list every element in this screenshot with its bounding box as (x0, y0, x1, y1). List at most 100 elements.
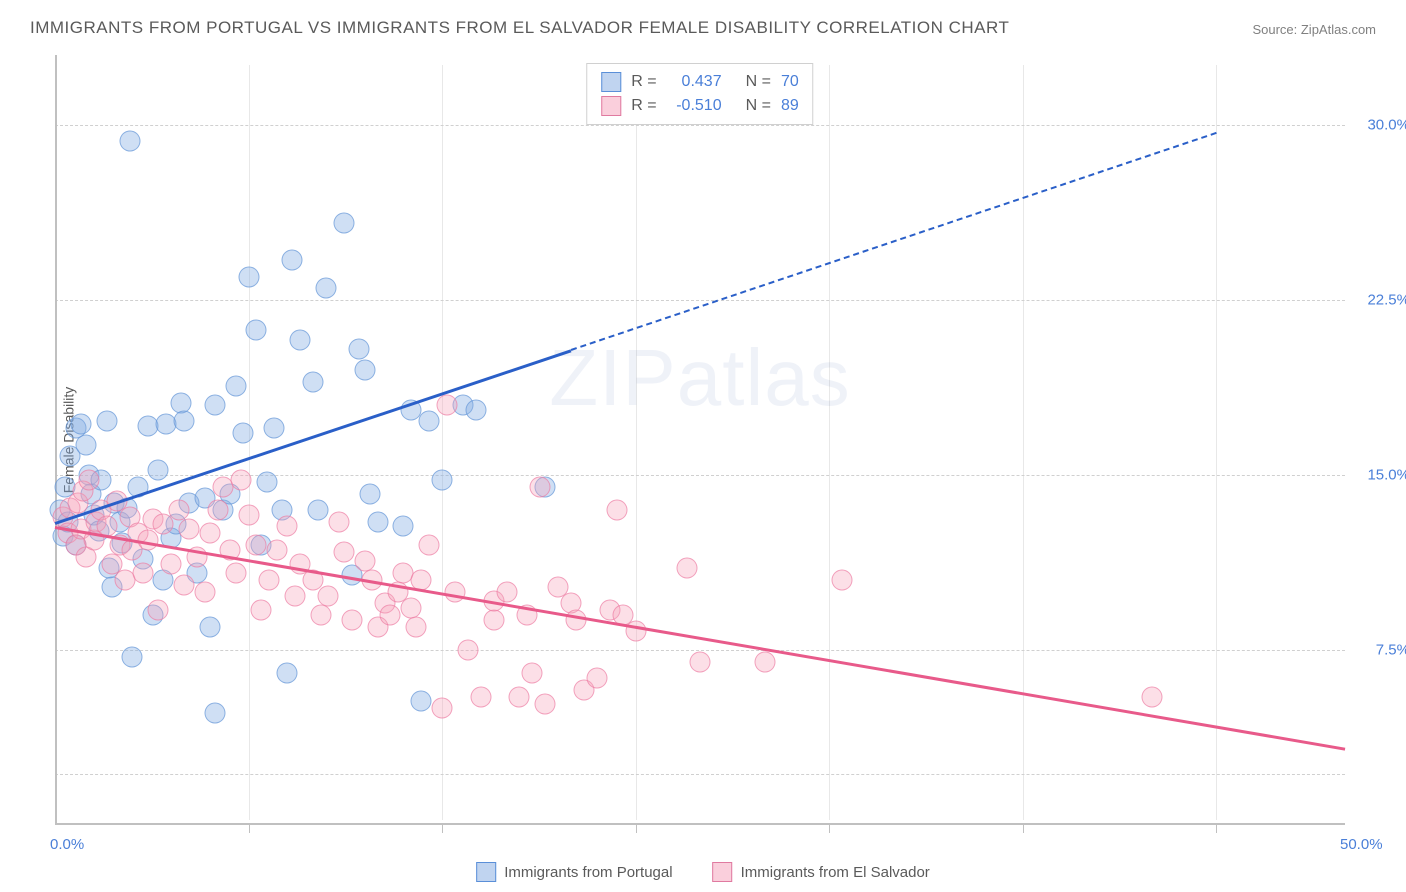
data-point-pink (406, 616, 427, 637)
data-point-blue (256, 472, 277, 493)
data-point-pink (432, 698, 453, 719)
data-point-pink (259, 570, 280, 591)
gridline-v (1216, 65, 1217, 820)
data-point-blue (119, 131, 140, 152)
data-point-pink (148, 600, 169, 621)
legend-label-portugal: Immigrants from Portugal (504, 864, 672, 881)
gridline-v (636, 65, 637, 820)
data-point-blue (204, 395, 225, 416)
data-point-blue (419, 411, 440, 432)
n-value-portugal: 70 (781, 70, 799, 94)
x-tick-mark (1216, 825, 1217, 833)
gridline-v (1023, 65, 1024, 820)
data-point-blue (349, 339, 370, 360)
r-value-portugal: 0.437 (667, 70, 722, 94)
data-point-pink (677, 558, 698, 579)
data-point-blue (148, 460, 169, 481)
data-point-blue (122, 647, 143, 668)
data-point-blue (411, 691, 432, 712)
y-tick-label: 15.0% (1367, 467, 1406, 484)
gridline-v (829, 65, 830, 820)
data-point-blue (367, 511, 388, 532)
data-point-pink (831, 570, 852, 591)
data-point-blue (199, 616, 220, 637)
stats-row-elsalvador: R = -0.510 N = 89 (601, 94, 798, 118)
stats-legend: R = 0.437 N = 70 R = -0.510 N = 89 (586, 63, 813, 125)
n-value-elsalvador: 89 (781, 94, 799, 118)
data-point-pink (251, 600, 272, 621)
data-point-blue (233, 423, 254, 444)
data-point-pink (310, 605, 331, 626)
x-tick-mark (636, 825, 637, 833)
data-point-blue (174, 411, 195, 432)
gridline-h (55, 300, 1345, 301)
data-point-pink (607, 500, 628, 521)
data-point-pink (230, 469, 251, 490)
data-point-pink (318, 586, 339, 607)
y-tick-label: 30.0% (1367, 117, 1406, 134)
data-point-blue (308, 500, 329, 521)
stats-row-portugal: R = 0.437 N = 70 (601, 70, 798, 94)
data-point-pink (341, 609, 362, 630)
data-point-pink (333, 542, 354, 563)
data-point-pink (690, 651, 711, 672)
swatch-pink-icon (713, 862, 733, 882)
r-value-elsalvador: -0.510 (667, 94, 722, 118)
data-point-blue (277, 663, 298, 684)
data-point-blue (432, 469, 453, 490)
gridline-h (55, 774, 1345, 775)
data-point-pink (754, 651, 775, 672)
watermark: ZIPatlas (549, 332, 850, 424)
y-axis-line (55, 55, 57, 825)
data-point-pink (401, 598, 422, 619)
chart-title: IMMIGRANTS FROM PORTUGAL VS IMMIGRANTS F… (30, 18, 1009, 38)
data-point-pink (566, 609, 587, 630)
data-point-blue (70, 413, 91, 434)
legend-item-portugal: Immigrants from Portugal (476, 862, 672, 882)
swatch-pink (601, 96, 621, 116)
data-point-pink (496, 581, 517, 602)
data-point-pink (225, 563, 246, 584)
data-point-pink (470, 686, 491, 707)
regression-extrapolation (571, 132, 1217, 351)
data-point-blue (246, 320, 267, 341)
data-point-pink (419, 535, 440, 556)
data-point-blue (75, 434, 96, 455)
data-point-pink (457, 640, 478, 661)
x-tick-mark (1023, 825, 1024, 833)
x-tick-mark (442, 825, 443, 833)
y-tick-label: 22.5% (1367, 292, 1406, 309)
data-point-blue (238, 266, 259, 287)
data-point-pink (246, 535, 267, 556)
x-tick-label: 50.0% (1340, 836, 1383, 853)
x-tick-mark (829, 825, 830, 833)
y-tick-label: 7.5% (1376, 642, 1406, 659)
data-point-blue (264, 418, 285, 439)
data-point-pink (483, 609, 504, 630)
data-point-pink (535, 693, 556, 714)
data-point-pink (284, 586, 305, 607)
data-point-blue (333, 213, 354, 234)
gridline-h (55, 125, 1345, 126)
data-point-blue (290, 329, 311, 350)
data-point-blue (225, 376, 246, 397)
data-point-pink (161, 553, 182, 574)
data-point-pink (238, 504, 259, 525)
data-point-pink (586, 668, 607, 689)
data-point-pink (1141, 686, 1162, 707)
data-point-pink (266, 539, 287, 560)
data-point-pink (509, 686, 530, 707)
data-point-blue (359, 483, 380, 504)
data-point-pink (437, 395, 458, 416)
data-point-pink (522, 663, 543, 684)
data-point-blue (465, 399, 486, 420)
source-attribution: Source: ZipAtlas.com (1252, 22, 1376, 37)
data-point-pink (380, 605, 401, 626)
data-point-blue (96, 411, 117, 432)
data-point-pink (530, 476, 551, 497)
data-point-blue (204, 703, 225, 724)
data-point-pink (132, 563, 153, 584)
chart-plot-area: Female Disability ZIPatlas R = 0.437 N =… (55, 55, 1345, 825)
x-tick-label: 0.0% (50, 836, 84, 853)
swatch-blue-icon (476, 862, 496, 882)
